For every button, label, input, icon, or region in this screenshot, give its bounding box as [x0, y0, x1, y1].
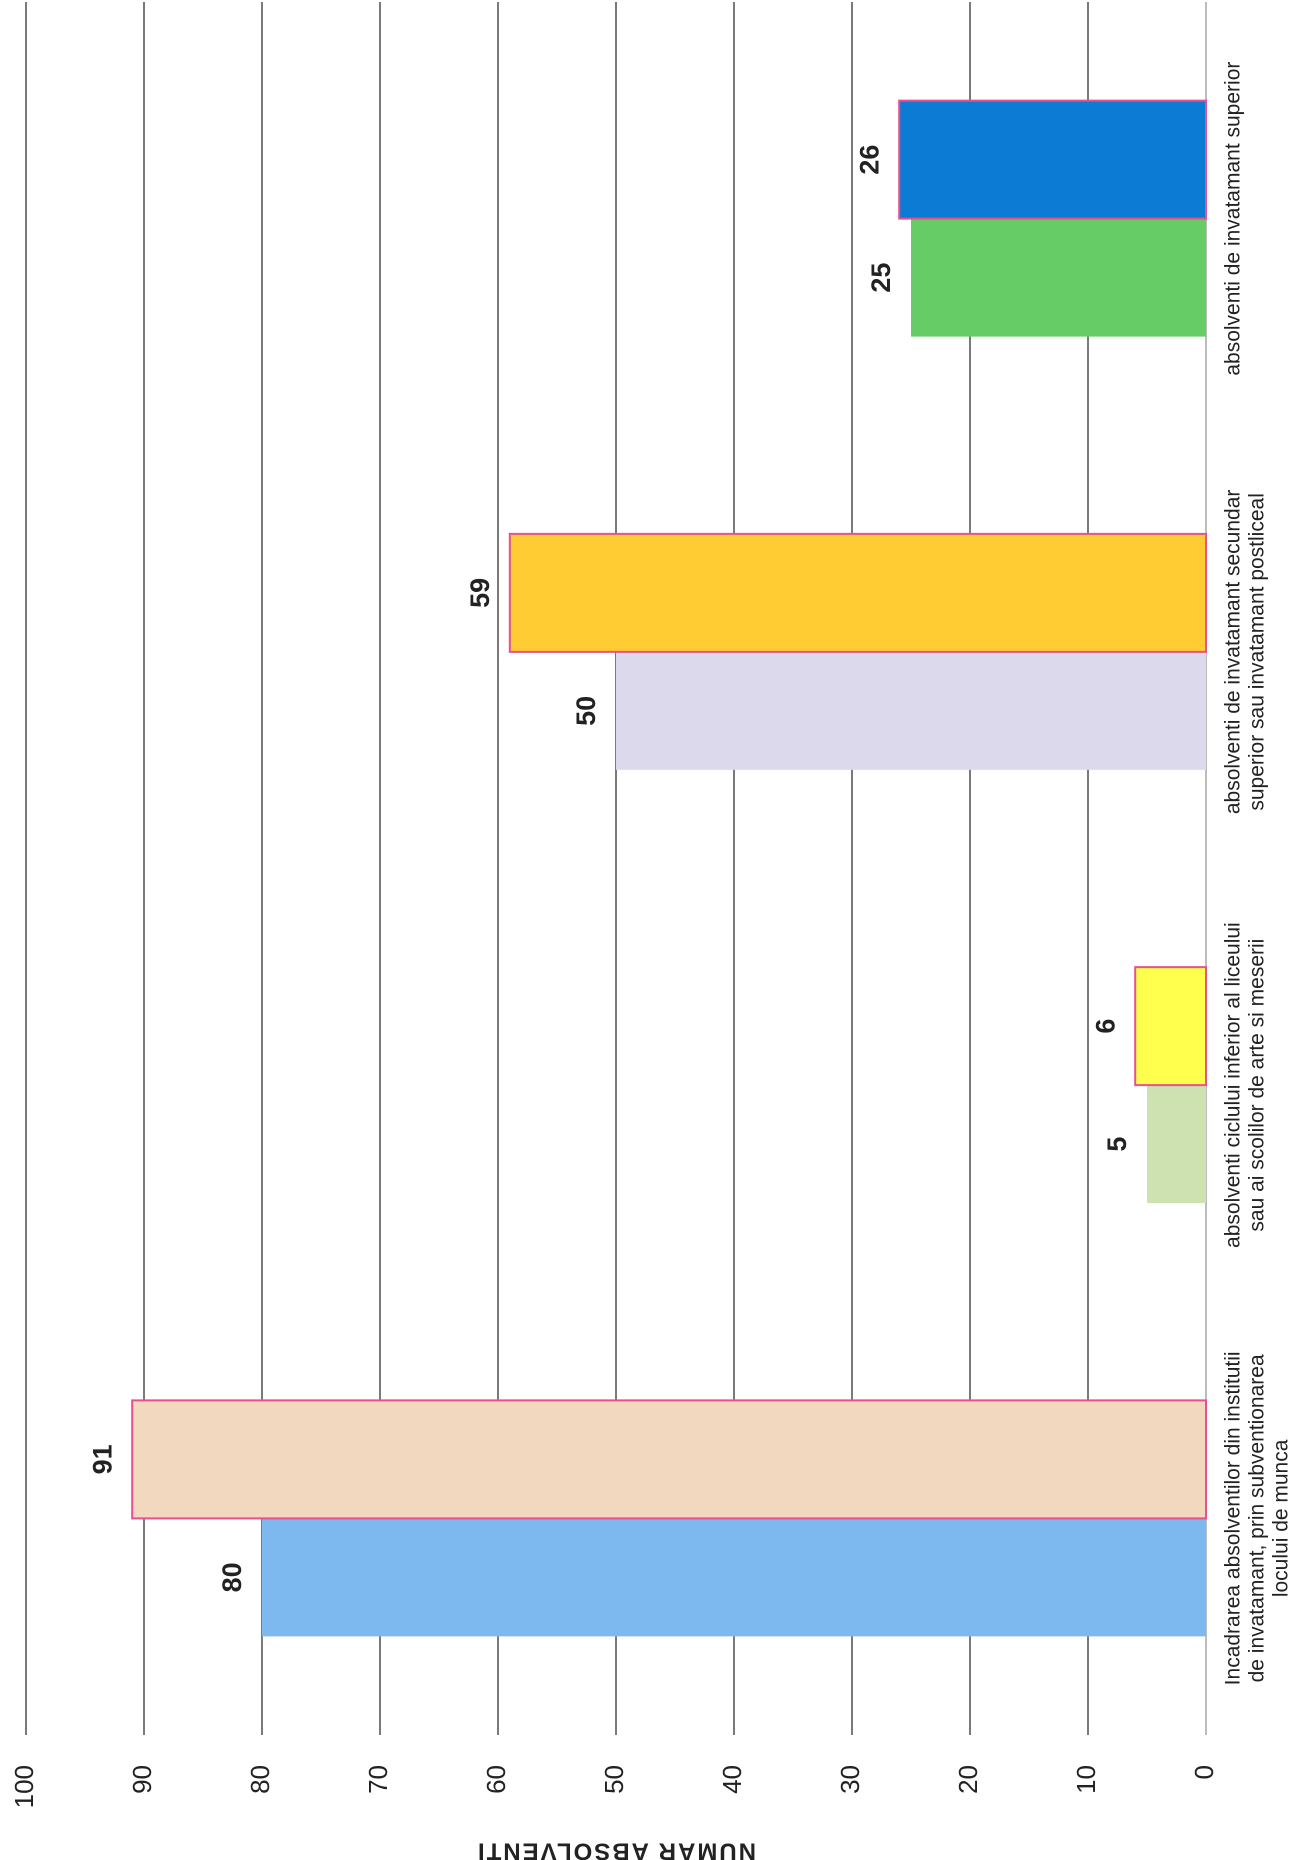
y-tick-label: 10: [1071, 1765, 1101, 1794]
y-tick-label: 0: [1189, 1765, 1219, 1779]
value-label: 50: [571, 696, 601, 726]
y-tick-label: 20: [953, 1765, 983, 1794]
bar: [132, 1400, 1206, 1518]
value-label: 80: [217, 1562, 247, 1592]
value-label: 91: [87, 1444, 117, 1474]
bar: [1147, 1085, 1206, 1203]
value-label: 26: [854, 145, 884, 175]
bar: [616, 652, 1206, 770]
bar: [899, 101, 1206, 219]
bar: [510, 534, 1206, 652]
value-label: 59: [465, 578, 495, 608]
y-tick-label: 50: [599, 1765, 629, 1794]
value-label: 5: [1102, 1137, 1132, 1152]
bar: [1135, 967, 1206, 1085]
y-tick-label: 60: [481, 1765, 511, 1794]
y-tick-label: 100: [9, 1765, 39, 1808]
x-tick-label: sau ai scolilor de arte si meserii: [1246, 939, 1269, 1232]
x-tick-label: superior sau invatamant postliceal: [1246, 493, 1269, 811]
x-tick-label: absolventi ciclului inferior al liceului: [1222, 922, 1245, 1248]
bar: [911, 219, 1206, 337]
x-tick-label: absolventi de invatamant superior: [1222, 62, 1245, 376]
x-tick-label: Incadrarea absolventilor din institutii: [1222, 1351, 1245, 1685]
y-tick-label: 40: [717, 1765, 747, 1794]
bar: [262, 1518, 1206, 1636]
value-label: 25: [866, 263, 896, 293]
y-axis-title: NUMAR ABSOLVENTI: [476, 1838, 756, 1860]
y-tick-label: 80: [245, 1765, 275, 1794]
plot: 0 10 20 30 40 50 60 70 80 90 100 NUMAR ABSOLVENTI In…: [9, 2, 1293, 1860]
y-tick-label: 90: [127, 1765, 157, 1794]
x-tick-label: absolventi de invatamant secundar: [1222, 490, 1245, 815]
x-tick-label: de invatamant, prin subventionarea: [1246, 1354, 1269, 1682]
y-tick-label: 30: [835, 1765, 865, 1794]
y-tick-label: 70: [363, 1765, 393, 1794]
value-label: 6: [1090, 1019, 1120, 1034]
x-tick-label: locului de munca: [1270, 1439, 1293, 1597]
chart: 0 10 20 30 40 50 60 70 80 90 100 NUMAR ABSOLVENTI In…: [0, 0, 1303, 1860]
